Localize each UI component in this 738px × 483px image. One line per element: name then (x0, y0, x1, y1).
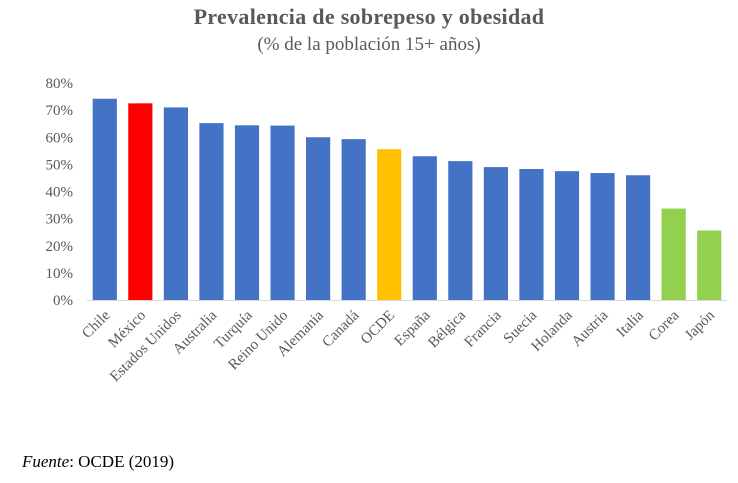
bar (163, 107, 188, 300)
bar (590, 173, 615, 300)
bar-chart: 0%10%20%30%40%50%60%70%80%ChileMéxicoEst… (46, 76, 727, 385)
source-note: Fuente: OCDE (2019) (22, 452, 174, 472)
bar (128, 103, 153, 300)
bar (626, 175, 651, 300)
x-tick-label: Corea (646, 307, 683, 344)
bar (306, 137, 331, 300)
bar (661, 208, 686, 300)
bar (412, 156, 437, 300)
x-tick-label: Japón (682, 307, 718, 343)
bar (377, 149, 402, 300)
bar (270, 125, 295, 301)
x-tick-label: Francia (462, 307, 505, 350)
bar (448, 161, 473, 300)
bar (697, 230, 722, 300)
bar (341, 139, 366, 300)
bar (483, 167, 508, 300)
y-tick-label: 60% (46, 130, 74, 146)
x-tick-label: OCDE (358, 308, 398, 348)
y-tick-label: 80% (46, 76, 74, 92)
y-tick-label: 20% (46, 239, 74, 255)
y-tick-label: 40% (46, 185, 74, 201)
source-text: : OCDE (2019) (69, 452, 175, 471)
bar (234, 125, 260, 300)
bar (199, 123, 224, 301)
y-tick-label: 0% (53, 293, 73, 309)
bar (519, 168, 544, 300)
x-tick-label: Italia (614, 307, 647, 340)
chart-title: Prevalencia de sobrepeso y obesidad (193, 4, 545, 29)
y-tick-label: 30% (46, 212, 74, 228)
source-label: Fuente (22, 452, 70, 471)
y-tick-label: 50% (46, 157, 74, 173)
bar (554, 171, 580, 300)
x-tick-label: Canadá (319, 307, 362, 350)
bar (92, 98, 117, 300)
chart-subtitle: (% de la población 15+ años) (257, 34, 481, 55)
x-tick-label: Bélgica (425, 307, 469, 351)
x-tick-label: Austria (569, 307, 612, 350)
y-tick-label: 10% (46, 266, 74, 282)
y-tick-label: 70% (46, 103, 74, 119)
